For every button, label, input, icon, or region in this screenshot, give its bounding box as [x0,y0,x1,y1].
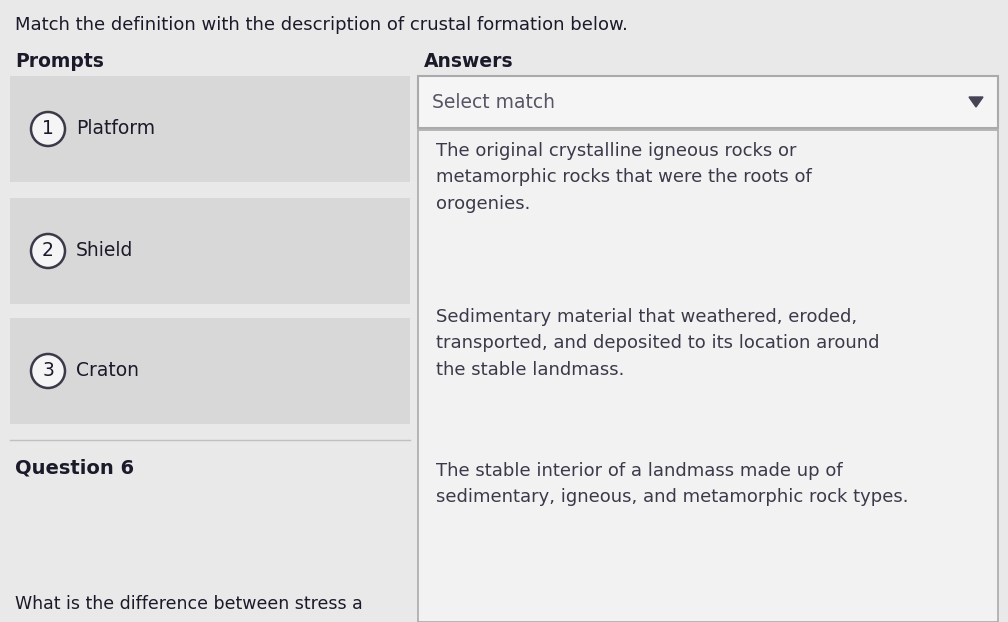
Text: Prompts: Prompts [15,52,104,71]
Text: Platform: Platform [76,119,155,139]
Circle shape [31,234,65,268]
Circle shape [31,112,65,146]
Text: Sedimentary material that weathered, eroded,
transported, and deposited to its l: Sedimentary material that weathered, ero… [436,308,880,379]
Text: The stable interior of a landmass made up of
sedimentary, igneous, and metamorph: The stable interior of a landmass made u… [436,462,908,506]
Text: Shield: Shield [76,241,133,261]
FancyBboxPatch shape [10,198,410,304]
Text: Question 6: Question 6 [15,458,134,477]
Text: 1: 1 [42,119,54,139]
Text: 2: 2 [42,241,54,261]
FancyBboxPatch shape [418,76,998,128]
Text: Select match: Select match [432,93,555,111]
FancyBboxPatch shape [10,76,410,182]
Text: Answers: Answers [424,52,514,71]
Text: What is the difference between stress a: What is the difference between stress a [15,595,363,613]
Text: 3: 3 [42,361,54,381]
FancyBboxPatch shape [10,318,410,424]
Text: Match the definition with the description of crustal formation below.: Match the definition with the descriptio… [15,16,628,34]
Text: The original crystalline igneous rocks or
metamorphic rocks that were the roots : The original crystalline igneous rocks o… [436,142,811,213]
Polygon shape [969,97,983,107]
FancyBboxPatch shape [418,130,998,622]
Circle shape [31,354,65,388]
Text: Craton: Craton [76,361,139,381]
